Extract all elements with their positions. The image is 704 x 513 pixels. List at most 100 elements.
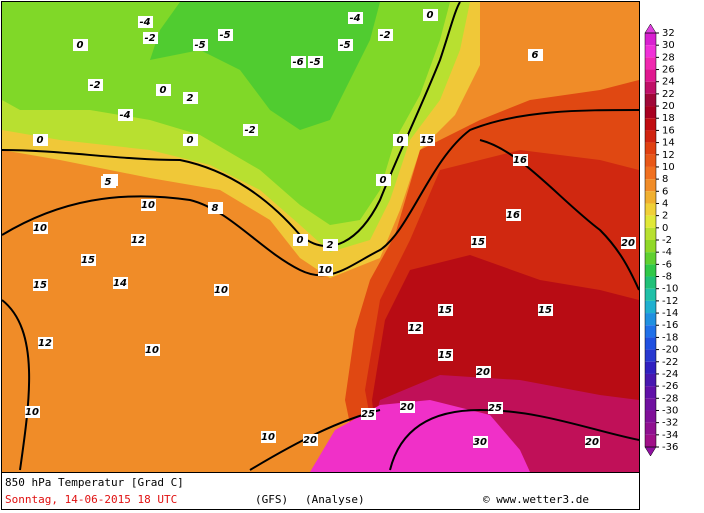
map-label: 2 [327,240,334,251]
colorbar-label: 14 [662,138,675,149]
map-label: 10 [214,285,228,296]
colorbar-label: 16 [662,125,675,136]
colorbar-bin [645,215,656,228]
map-label-bg [506,209,521,221]
colorbar-bin [645,69,656,82]
field-minus4 [150,2,380,130]
colorbar-bin [645,325,656,338]
map-label-bg [471,236,486,248]
contour-10-west [1,299,31,471]
map-label: 16 [506,210,520,221]
map-label: 2 [187,93,194,104]
colorbar-bin [645,300,656,314]
colorbar-label: 24 [662,77,675,88]
map-label: 12 [408,323,422,334]
map-label-bg [348,12,363,24]
colorbar-label: -36 [662,442,678,453]
map-label-bg [473,436,488,448]
map-label: 10 [261,432,275,443]
map-label-bg [528,49,543,61]
map-label-bg [361,408,376,420]
colorbar-bin [645,106,656,119]
map-label: 20 [400,402,414,413]
colorbar-bin [645,166,656,180]
colorbar-label: 6 [662,186,668,197]
map-label: 10 [318,265,332,276]
colorbar-bin [645,398,656,411]
map-label: 10 [141,200,155,211]
colorbar-bin [645,33,656,46]
map-label: -5 [339,40,350,51]
map-label-bg [218,29,233,41]
colorbar-label: -6 [662,259,672,270]
map-label-bg [376,174,391,186]
colorbar-label: 12 [662,150,675,161]
colorbar-bin [645,288,656,301]
map-label: 25 [361,409,375,420]
map-label-bg [131,234,146,246]
colorbar-label: -20 [662,345,678,356]
map-label: 0 [397,135,404,146]
map-label-bg [73,39,88,51]
colorbar-label: 22 [662,89,675,100]
map-label: 16 [513,155,527,166]
map-label: 15 [471,237,485,248]
map-label: 0 [37,135,44,146]
colorbar-bin [645,227,656,240]
colorbar-bin [645,130,656,143]
map-label-bg [113,277,128,289]
colorbar-label: -16 [662,320,678,331]
colorbar-label: -22 [662,357,678,368]
map-label: -5 [194,40,205,51]
colorbar-label: 28 [662,52,675,63]
map-label: -6 [292,57,303,68]
map-label-bg [33,279,48,291]
map-label-bg [138,16,153,28]
map-label-bg [33,134,48,146]
map-label-bg [33,222,48,234]
colorbar-label: 0 [662,223,668,234]
map-label: 6 [532,50,539,61]
map-label: 10 [145,345,159,356]
map-label: 15 [538,305,552,316]
map-label-bg [393,134,408,146]
map-label-bg [208,202,223,214]
map-labels: -4-5-20-5-2-4020-40-2-5-6-5026-200051010… [25,9,636,448]
colorbar-label: 30 [662,40,675,51]
contour-10 [1,109,640,277]
map-label-bg [538,304,553,316]
map-label: -2 [379,30,390,41]
map-label-bg [141,199,156,211]
colorbar: 32302826242220181614121086420-2-4-6-8-10… [644,23,678,457]
map-label: 12 [131,235,145,246]
map-label: 14 [113,278,127,289]
colorbar-bin [645,422,656,435]
map-label-bg [378,29,393,41]
colorbar-label: -8 [662,272,672,283]
map-label-bg [476,366,491,378]
colorbar-label: -2 [662,235,672,246]
colorbar-bin [645,57,656,70]
colorbar-bin [645,276,656,289]
map-label: -5 [309,57,320,68]
colorbar-bin [645,373,656,387]
map-label: 8 [212,203,219,214]
map-label: -2 [89,80,100,91]
colorbar-label: -10 [662,284,678,295]
colorbar-label: 4 [662,198,668,209]
map-label-bg [408,322,423,334]
map-label: -2 [244,125,255,136]
map-label-bg [513,154,528,166]
map-label: 15 [420,135,434,146]
colorbar-bin [645,142,656,155]
map-label: 0 [297,235,304,246]
map-label: 0 [427,10,434,21]
map-field [1,1,640,472]
colorbar-label: -12 [662,296,678,307]
map-label-bg [145,344,160,356]
map-label-bg [101,176,116,188]
map-label: 10 [33,223,47,234]
map-label: 20 [621,238,635,249]
footer-frame [1,472,640,510]
